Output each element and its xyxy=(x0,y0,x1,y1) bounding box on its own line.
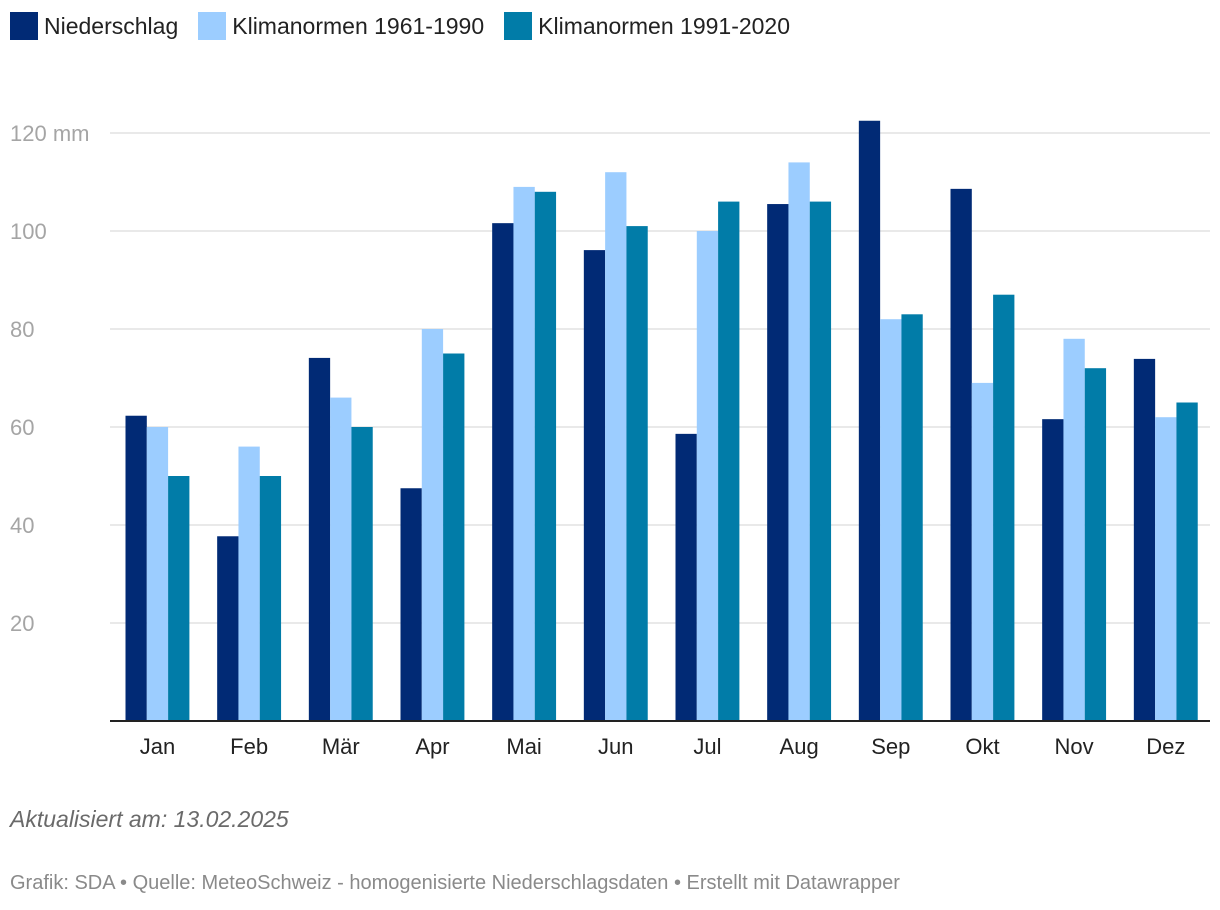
x-tick-label-aug: Aug xyxy=(780,734,819,759)
bar-klimanormen-1961-1990-apr xyxy=(421,329,444,721)
x-tick-label-nov: Nov xyxy=(1055,734,1094,759)
bar-klimanormen-1991-2020-mai xyxy=(534,191,557,722)
y-tick-label-120: 120 mm xyxy=(10,121,89,146)
bar-klimanormen-1961-1990-aug xyxy=(788,162,810,721)
bar-klimanormen-1991-2020-feb xyxy=(259,476,282,721)
bar-klimanormen-1991-2020-mär xyxy=(351,427,373,721)
bar-klimanormen-1961-1990-jul xyxy=(696,231,719,721)
bar-klimanormen-1991-2020-dez xyxy=(1176,402,1198,721)
x-tick-label-mär: Mär xyxy=(322,734,360,759)
bar-klimanormen-1961-1990-jan xyxy=(146,427,169,721)
bar-niederschlag-jul xyxy=(675,433,697,721)
x-tick-label-jul: Jul xyxy=(693,734,721,759)
y-tick-label-20: 20 xyxy=(10,611,34,636)
x-tick-label-apr: Apr xyxy=(415,734,449,759)
bar-klimanormen-1991-2020-apr xyxy=(443,353,465,721)
y-tick-label-40: 40 xyxy=(10,513,34,538)
bar-klimanormen-1991-2020-aug xyxy=(809,201,832,722)
x-tick-label-jun: Jun xyxy=(598,734,633,759)
legend-item-klimanormen-1961-1990[interactable]: Klimanormen 1961-1990 xyxy=(198,12,484,40)
chart-legend: Niederschlag Klimanormen 1961-1990 Klima… xyxy=(10,10,810,42)
legend-item-klimanormen-1991-2020[interactable]: Klimanormen 1991-2020 xyxy=(504,12,790,40)
x-tick-label-feb: Feb xyxy=(230,734,268,759)
bar-niederschlag-nov xyxy=(1042,419,1064,721)
y-tick-label-60: 60 xyxy=(10,415,34,440)
source-credit: Grafik: SDA • Quelle: MeteoSchweiz - hom… xyxy=(10,872,900,894)
bar-klimanormen-1961-1990-nov xyxy=(1063,338,1085,721)
bar-klimanormen-1961-1990-okt xyxy=(971,382,994,721)
bar-chart: 20 40 60 80 100 120 mm Jan Feb Mär Apr Mai Jun Jul Au… xyxy=(10,120,1210,759)
bar-klimanormen-1961-1990-mär xyxy=(330,397,352,721)
bar-niederschlag-jan xyxy=(125,415,147,721)
x-tick-label-dez: Dez xyxy=(1146,734,1185,759)
bar-klimanormen-1961-1990-sep xyxy=(880,319,902,721)
legend-item-niederschlag[interactable]: Niederschlag xyxy=(10,12,178,40)
bar-niederschlag-mai xyxy=(492,223,514,721)
bar-niederschlag-jun xyxy=(583,250,606,722)
x-tick-label-sep: Sep xyxy=(871,734,910,759)
bar-klimanormen-1991-2020-sep xyxy=(901,314,923,721)
bar-niederschlag-okt xyxy=(950,188,972,722)
x-tick-label-jan: Jan xyxy=(140,734,175,759)
bar-klimanormen-1991-2020-jun xyxy=(626,226,648,721)
y-tick-label-80: 80 xyxy=(10,317,34,342)
bar-klimanormen-1991-2020-okt xyxy=(993,294,1015,721)
legend-swatch-klimanormen-1991-2020 xyxy=(504,12,533,40)
bar-klimanormen-1991-2020-nov xyxy=(1084,368,1107,721)
legend-swatch-niederschlag xyxy=(10,12,38,40)
bar-klimanormen-1961-1990-mai xyxy=(513,186,535,721)
y-tick-label-100: 100 xyxy=(10,219,47,244)
bar-klimanormen-1991-2020-jul xyxy=(718,201,740,722)
bar-klimanormen-1991-2020-jan xyxy=(168,476,190,721)
bar-niederschlag-sep xyxy=(858,120,881,721)
legend-label-klimanormen-1961-1990: Klimanormen 1961-1990 xyxy=(232,12,485,39)
bar-klimanormen-1961-1990-dez xyxy=(1155,417,1177,721)
bar-niederschlag-dez xyxy=(1133,358,1156,721)
x-tick-label-mai: Mai xyxy=(506,734,541,759)
x-tick-label-okt: Okt xyxy=(965,734,999,759)
updated-date-note: Aktualisiert am: 13.02.2025 xyxy=(10,806,289,832)
bar-klimanormen-1961-1990-jun xyxy=(605,172,627,721)
bar-niederschlag-mär xyxy=(308,357,331,721)
legend-swatch-klimanormen-1961-1990 xyxy=(198,12,227,40)
bar-niederschlag-feb xyxy=(217,536,239,721)
legend-label-klimanormen-1991-2020: Klimanormen 1991-2020 xyxy=(538,12,791,39)
legend-label-niederschlag: Niederschlag xyxy=(44,12,179,39)
bar-niederschlag-apr xyxy=(400,488,422,721)
bar-niederschlag-aug xyxy=(767,204,789,722)
bar-klimanormen-1961-1990-feb xyxy=(238,446,260,721)
